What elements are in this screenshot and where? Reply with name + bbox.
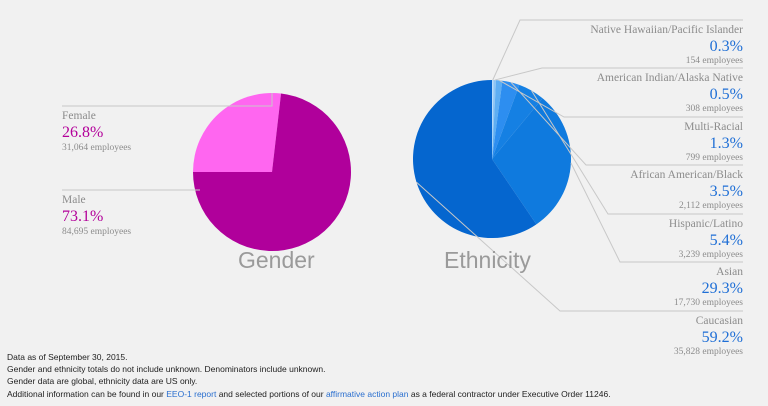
multiracial-employees: 799 employees [685, 153, 743, 163]
ethnicity-leader-0 [492, 19, 743, 81]
ethnicity-title: Ethnicity [444, 247, 531, 273]
hispanic-label: Hispanic/Latino [668, 218, 743, 230]
caucasian-employees: 35,828 employees [673, 347, 743, 357]
eeo1-report-link[interactable]: EEO-1 report [166, 388, 217, 399]
black-label: African American/Black [630, 169, 743, 181]
ethnicity-slice-3 [492, 80, 520, 159]
ethnicity-slice-5 [492, 98, 571, 225]
asian-label: Asian [716, 266, 743, 278]
aian-label: American Indian/Alaska Native [596, 72, 743, 84]
ethnicity-leader-5 [570, 162, 743, 263]
note-totals: Gender and ethnicity totals do not inclu… [7, 364, 326, 375]
nhpi-percent: 0.3% [709, 38, 743, 55]
gender-title: Gender [238, 247, 315, 273]
note-text-c: as a federal contractor under Executive … [408, 388, 611, 399]
nhpi-label: Native Hawaiian/Pacific Islander [590, 24, 743, 36]
note-scope: Gender data are global, ethnicity data a… [7, 376, 198, 387]
caucasian-percent: 59.2% [701, 329, 743, 346]
note-date: Data as of September 30, 2015. [7, 352, 128, 362]
ethnicity-leader-3 [510, 81, 743, 166]
aian-employees: 308 employees [685, 104, 743, 114]
note-text-b: and selected portions of our [216, 388, 326, 399]
ethnicity-slice-0 [492, 80, 494, 159]
ethnicity-slice-1 [492, 80, 496, 159]
male-label: Male [62, 194, 86, 206]
aian-percent: 0.5% [709, 86, 743, 103]
caucasian-label: Caucasian [695, 315, 743, 327]
female-percent: 26.8% [62, 124, 104, 141]
footnotes: Data as of September 30, 2015. Gender an… [7, 351, 611, 400]
female-leader-line [62, 93, 273, 107]
ethnicity-leader-6 [416, 181, 743, 312]
ethnicity-leader-4 [531, 90, 743, 215]
female-employees: 31,064 employees [62, 143, 132, 153]
note-text-a: Additional information can be found in o… [7, 388, 167, 399]
male-employees: 84,695 employees [62, 227, 132, 237]
gender-slice-male [193, 93, 351, 252]
multiracial-percent: 1.3% [709, 135, 743, 152]
asian-employees: 17,730 employees [673, 298, 743, 308]
female-label: Female [62, 110, 96, 122]
gender-slice-female [193, 93, 282, 172]
note-additional: Additional information can be found in o… [7, 388, 611, 400]
asian-percent: 29.3% [701, 280, 743, 297]
male-percent: 73.1% [62, 208, 104, 225]
black-employees: 2,112 employees [678, 201, 743, 211]
multiracial-label: Multi-Racial [684, 121, 743, 133]
nhpi-employees: 154 employees [685, 56, 743, 66]
affirmative-action-plan-link[interactable]: affirmative action plan [325, 388, 409, 399]
black-percent: 3.5% [709, 183, 743, 200]
hispanic-employees: 3,239 employees [678, 250, 743, 260]
ethnicity-slice-2 [492, 80, 503, 159]
ethnicity-leader-1 [494, 67, 743, 81]
hispanic-percent: 5.4% [709, 232, 743, 249]
ethnicity-slice-6 [413, 79, 537, 239]
